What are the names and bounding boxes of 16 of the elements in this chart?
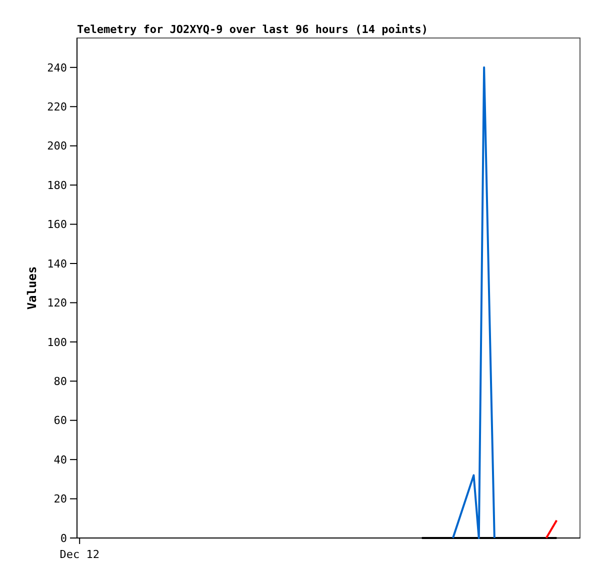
y-tick-label: 0 xyxy=(60,532,67,545)
y-tick-label: 180 xyxy=(47,178,67,192)
y-tick-label: 240 xyxy=(47,61,67,74)
y-axis-title: Values xyxy=(25,266,39,310)
y-tick-label: 200 xyxy=(47,140,67,153)
y-tick-label: 100 xyxy=(47,336,67,349)
chart-title: Telemetry for JO2XYQ-9 over last 96 hours (14 points) xyxy=(77,23,428,36)
y-tick-label: 40 xyxy=(54,453,67,466)
y-tick-label: 60 xyxy=(54,414,67,428)
y-tick-label: 160 xyxy=(47,218,67,232)
y-tick-label: 80 xyxy=(54,374,67,388)
y-tick-label: 220 xyxy=(47,100,67,114)
y-tick-label: 120 xyxy=(47,296,67,310)
x-tick-label: Dec 12 xyxy=(60,548,100,561)
y-tick-label: 140 xyxy=(47,257,67,270)
y-tick-label: 20 xyxy=(54,492,67,506)
